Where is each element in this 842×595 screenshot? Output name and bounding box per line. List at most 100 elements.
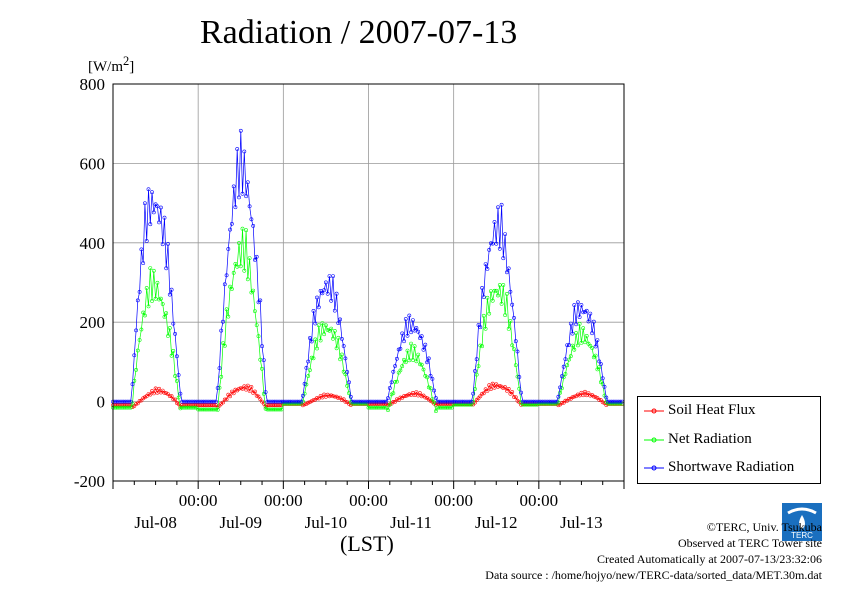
series-point-1 xyxy=(183,405,188,410)
series-point-0 xyxy=(441,402,445,406)
series-point-2 xyxy=(128,399,133,404)
series-point-2 xyxy=(439,399,444,404)
series-point-2 xyxy=(274,399,279,404)
series-point-1 xyxy=(394,379,399,384)
x-tick-time-label: 00:00 xyxy=(264,491,303,510)
series-point-1 xyxy=(391,391,396,396)
series-point-1 xyxy=(231,270,236,275)
series-point-0 xyxy=(423,395,428,400)
legend-swatch-soil xyxy=(644,408,664,414)
series-point-2 xyxy=(359,399,364,404)
y-tick-label: -200 xyxy=(74,472,105,491)
series-point-0 xyxy=(197,403,202,408)
series-point-1 xyxy=(277,407,282,412)
series-point-1 xyxy=(402,357,406,362)
series-point-1 xyxy=(213,407,218,412)
series-point-2 xyxy=(306,359,311,364)
series-point-0 xyxy=(496,384,500,389)
series-point-1 xyxy=(343,372,348,377)
series-point-1 xyxy=(185,405,190,410)
series-point-2 xyxy=(144,239,149,243)
series-point-0 xyxy=(192,403,197,408)
series-point-2 xyxy=(150,190,154,195)
series-point-2 xyxy=(545,399,550,404)
series-point-2 xyxy=(339,336,344,341)
series-point-2 xyxy=(506,266,511,271)
series-point-0 xyxy=(187,403,192,408)
series-point-1 xyxy=(160,302,165,306)
series-point-2 xyxy=(503,232,508,237)
series-point-1 xyxy=(245,277,250,282)
series-point-0 xyxy=(311,398,316,403)
series-point-2 xyxy=(402,339,406,344)
series-point-0 xyxy=(398,395,403,400)
series-point-2 xyxy=(313,321,318,326)
series-point-1 xyxy=(334,346,339,351)
series-point-1 xyxy=(576,343,580,348)
series-point-1 xyxy=(150,299,154,303)
series-point-0 xyxy=(490,381,495,386)
series-point-2 xyxy=(382,399,387,404)
series-point-2 xyxy=(615,399,619,404)
series-point-2 xyxy=(473,369,477,373)
series-point-0 xyxy=(331,394,335,399)
series-point-1 xyxy=(581,326,586,331)
series-point-1 xyxy=(433,409,438,414)
series-point-0 xyxy=(199,403,204,408)
series-point-0 xyxy=(134,402,139,406)
series-point-2 xyxy=(561,364,566,369)
series-point-2 xyxy=(320,291,325,296)
series-point-2 xyxy=(414,326,419,330)
series-point-2 xyxy=(251,223,256,228)
series-point-2 xyxy=(316,305,321,310)
series-point-0 xyxy=(316,396,321,401)
series-point-2 xyxy=(114,399,119,404)
series-point-1 xyxy=(503,313,508,318)
series-point-2 xyxy=(501,256,506,261)
series-point-1 xyxy=(595,367,600,372)
series-point-2 xyxy=(276,399,280,404)
series-point-2 xyxy=(396,347,401,352)
series-point-1 xyxy=(478,343,483,348)
series-point-0 xyxy=(394,397,399,402)
series-point-2 xyxy=(134,328,139,333)
series-point-1 xyxy=(483,326,488,331)
series-point-2 xyxy=(433,396,438,400)
series-point-0 xyxy=(116,403,121,408)
x-tick-time-label: 00:00 xyxy=(349,491,388,510)
series-point-1 xyxy=(242,268,247,273)
series-point-2 xyxy=(577,315,582,320)
series-point-2 xyxy=(412,328,417,333)
series-point-0 xyxy=(205,403,209,408)
series-point-2 xyxy=(229,221,234,226)
chart-title: Radiation / 2007-07-13 xyxy=(200,14,518,51)
series-point-2 xyxy=(481,295,486,300)
series-point-0 xyxy=(208,403,213,408)
series-point-2 xyxy=(607,399,612,404)
series-point-2 xyxy=(352,399,357,404)
series-point-1 xyxy=(558,390,563,395)
series-point-0 xyxy=(332,394,337,399)
series-point-2 xyxy=(338,317,343,322)
series-point-1 xyxy=(590,346,595,350)
series-point-2 xyxy=(182,399,186,404)
series-point-2 xyxy=(497,246,502,251)
series-point-2 xyxy=(618,399,623,404)
y-axis-unit: [W/m2] xyxy=(88,54,135,75)
series-point-2 xyxy=(130,382,135,387)
series-point-0 xyxy=(194,403,199,408)
series-point-2 xyxy=(242,149,247,154)
series-point-0 xyxy=(448,402,453,406)
series-point-0 xyxy=(238,386,243,391)
x-tick-date-label: Jul-13 xyxy=(560,513,603,532)
series-point-1 xyxy=(378,405,383,410)
series-point-2 xyxy=(522,399,527,404)
series-point-1 xyxy=(157,297,162,302)
series-point-1 xyxy=(430,397,435,402)
series-point-2 xyxy=(371,399,376,404)
series-point-2 xyxy=(597,359,602,364)
series-point-0 xyxy=(414,390,419,395)
series-point-1 xyxy=(228,284,233,289)
series-point-2 xyxy=(334,291,339,296)
series-point-2 xyxy=(387,386,392,390)
